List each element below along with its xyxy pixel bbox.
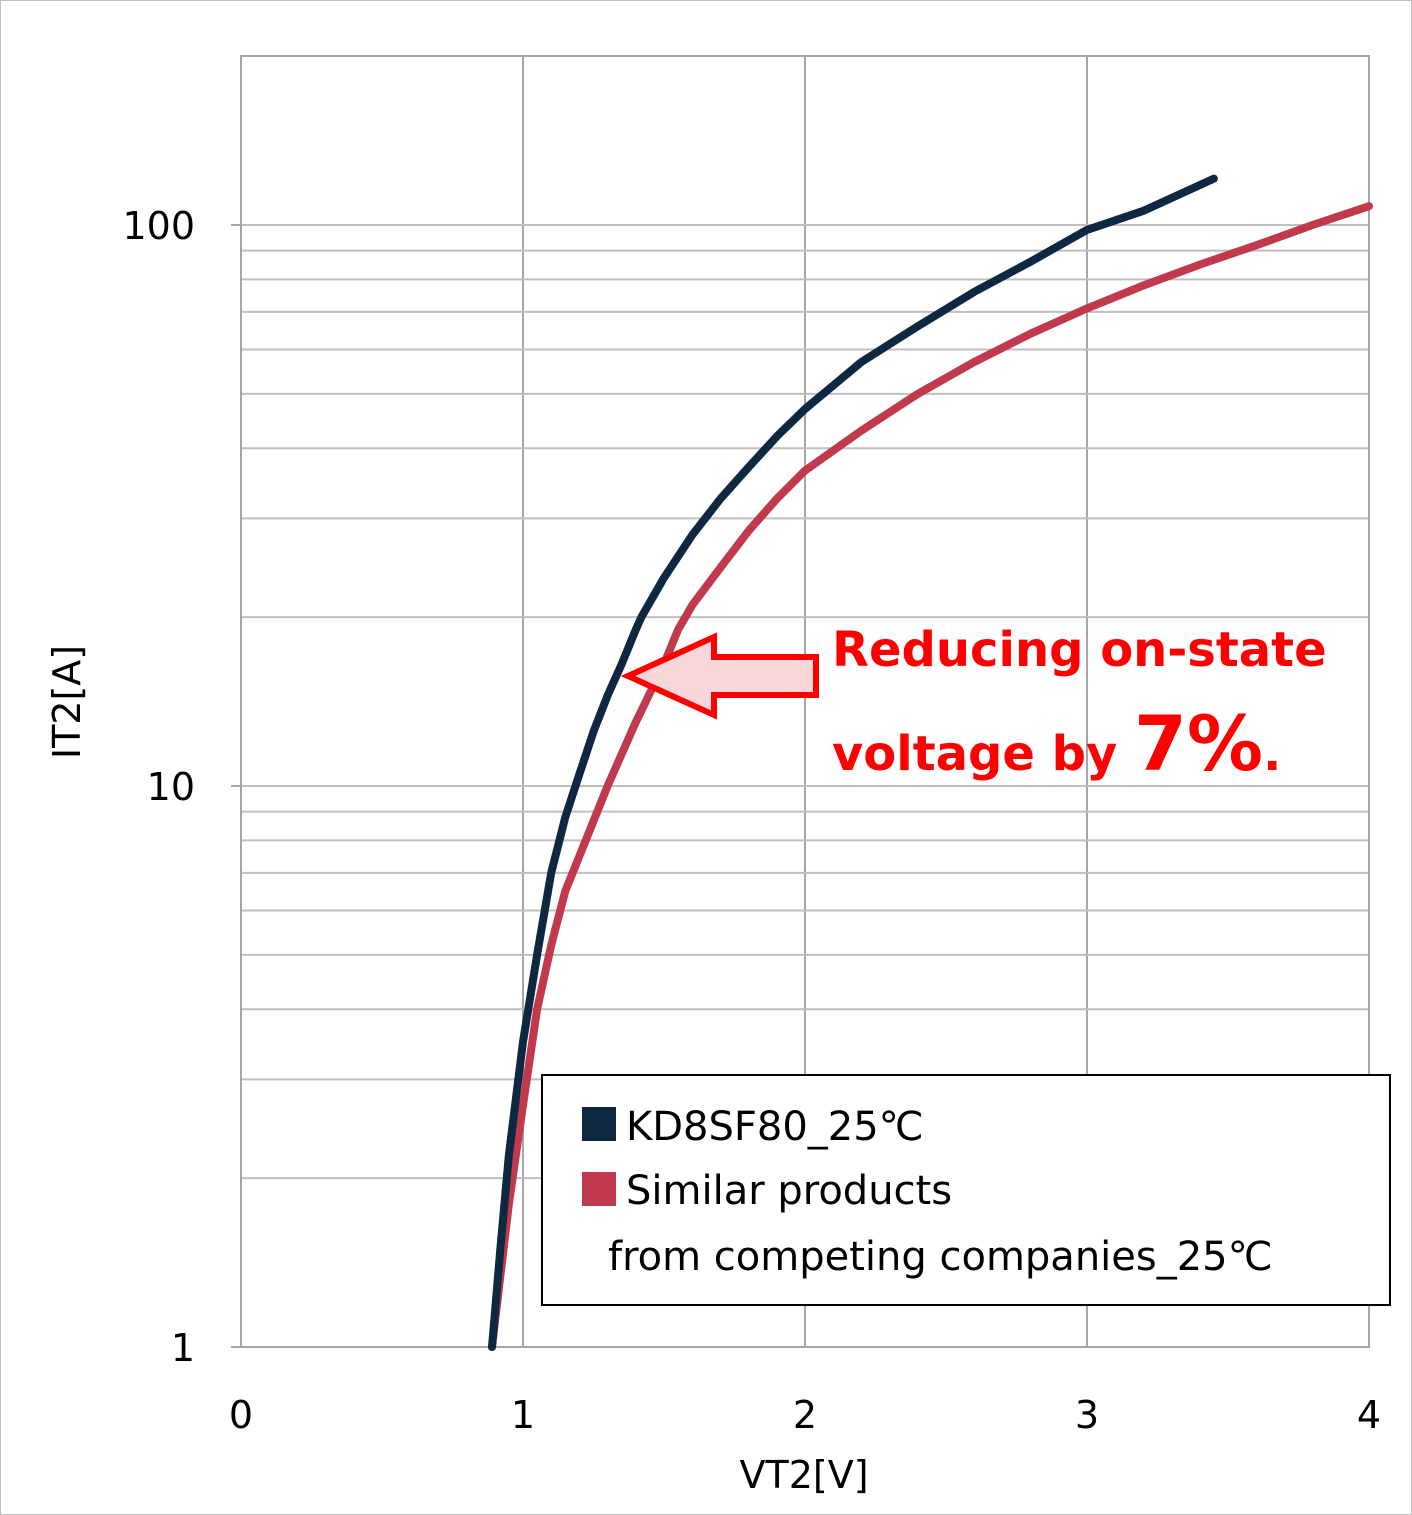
x-axis-title: VT2[V] <box>739 1453 868 1497</box>
left-arrow-icon <box>620 632 819 720</box>
y-tick-label: 1 <box>171 1326 195 1370</box>
series-layer <box>488 174 1373 1351</box>
legend-label-kd8sf80: KD8SF80_25℃ <box>626 1104 924 1150</box>
series-line-competitors <box>488 202 1373 1351</box>
annotation-line2-prefix: voltage by <box>832 726 1134 782</box>
y-tick-label: 10 <box>147 765 195 809</box>
legend-swatch-competitors <box>582 1172 616 1206</box>
annotation-line2-suffix: . <box>1263 726 1281 782</box>
x-tick-label: 0 <box>229 1393 253 1437</box>
x-tick-label: 4 <box>1357 1393 1381 1437</box>
annotation-line1: Reducing on-state <box>832 622 1327 678</box>
plot-area-border <box>240 55 1370 1348</box>
x-tick-label: 2 <box>793 1393 817 1437</box>
y-axis-title: IT2[A] <box>45 645 89 759</box>
series-line-kd8sf80 <box>488 174 1218 1351</box>
x-tick-label: 3 <box>1075 1393 1099 1437</box>
legend: KD8SF80_25℃ Similar products from compet… <box>541 1074 1391 1306</box>
legend-box <box>541 1074 1391 1306</box>
annotation-percent-value: 7% <box>1134 699 1263 788</box>
x-tick-label: 1 <box>511 1393 535 1437</box>
legend-label-competitors-line1: Similar products <box>626 1168 952 1214</box>
y-tick-label: 100 <box>122 204 195 248</box>
legend-swatch-kd8sf80 <box>582 1107 616 1141</box>
legend-label-competitors-line2: from competing companies_25℃ <box>608 1234 1273 1280</box>
annotation-line2: voltage by 7%. <box>832 699 1281 788</box>
